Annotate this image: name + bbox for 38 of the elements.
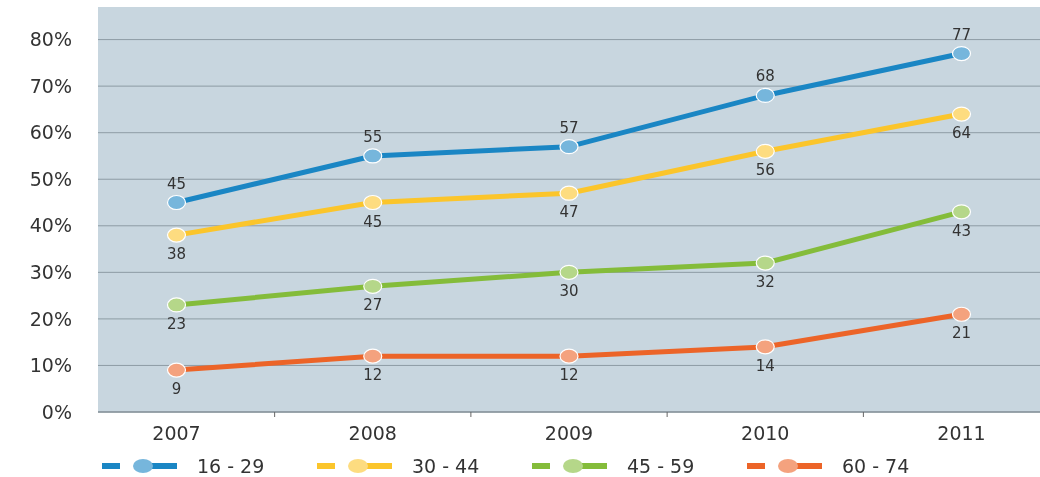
data-label: 43 (951, 221, 972, 240)
legend-label: 60 - 74 (842, 454, 910, 477)
data-label: 45 (166, 174, 187, 193)
y-tick-label: 60% (29, 121, 72, 144)
data-label: 45 (363, 212, 383, 231)
y-tick-label: 40% (29, 214, 72, 237)
x-tick-label: 2010 (741, 422, 790, 444)
x-tick-label: 2008 (348, 422, 397, 444)
data-label: 30 (559, 282, 579, 301)
data-label: 23 (166, 314, 187, 333)
y-tick-label: 50% (29, 167, 72, 190)
data-label: 55 (363, 127, 383, 146)
data-label: 56 (755, 161, 775, 180)
data-label: 12 (559, 366, 579, 385)
y-tick-label: 20% (29, 307, 72, 330)
y-tick-label: 10% (29, 354, 72, 377)
x-tick-label: 2007 (152, 422, 201, 444)
data-label: 77 (951, 25, 972, 44)
y-tick-label: 80% (29, 28, 72, 51)
x-tick-label: 2011 (937, 422, 986, 444)
data-label: 27 (363, 296, 383, 315)
legend-label: 30 - 44 (412, 454, 480, 477)
data-label: 21 (951, 324, 972, 343)
data-label: 64 (951, 124, 972, 143)
y-tick-label: 30% (29, 260, 72, 283)
x-tick-label: 2009 (544, 422, 594, 444)
y-tick-label: 70% (29, 74, 72, 97)
data-label: 14 (755, 356, 775, 375)
data-label: 47 (559, 203, 579, 222)
data-label: 68 (755, 67, 775, 86)
legend-label: 16 - 29 (197, 454, 265, 477)
data-label: 9 (171, 380, 182, 399)
data-label: 32 (755, 273, 775, 292)
data-label: 57 (559, 118, 579, 137)
y-tick-label: 0% (41, 400, 72, 423)
data-label: 38 (166, 245, 187, 264)
legend-label: 45 - 59 (627, 454, 695, 477)
data-label: 12 (363, 366, 383, 385)
